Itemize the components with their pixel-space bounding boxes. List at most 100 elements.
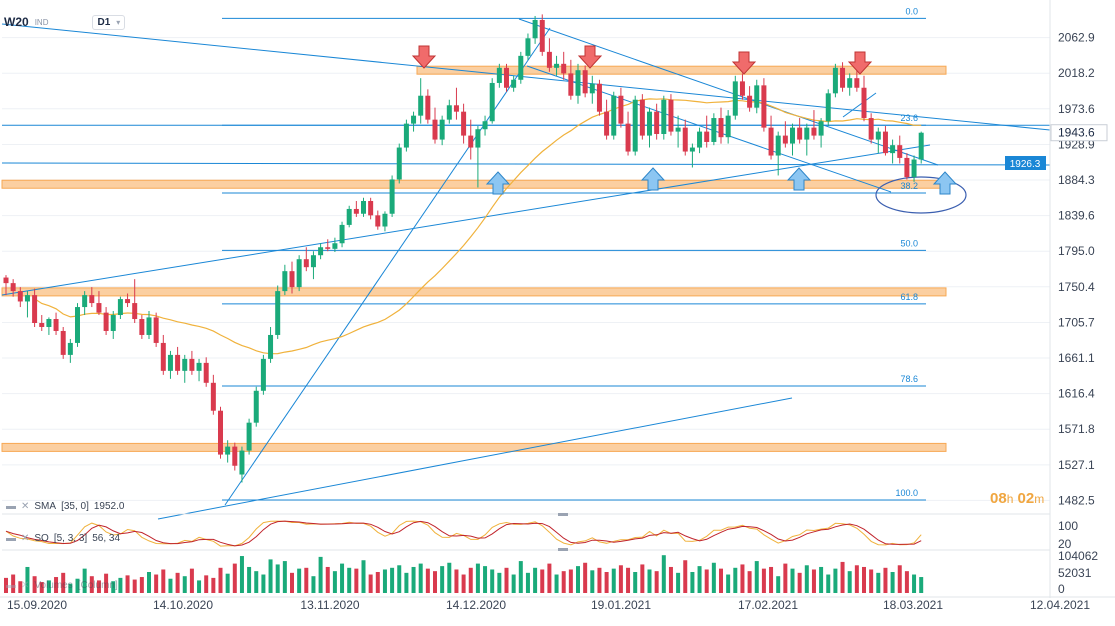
volume-bar — [597, 567, 602, 593]
volume-bar — [18, 581, 23, 593]
volume-bar — [676, 572, 681, 593]
volume-bar — [797, 572, 802, 593]
candle-body — [897, 145, 903, 158]
candle-body — [489, 82, 495, 122]
candle — [446, 99, 452, 124]
candlestick-series — [3, 14, 924, 483]
candle — [489, 78, 495, 124]
sell-arrow-icon — [731, 51, 757, 75]
settings-icon[interactable]: ▬ — [6, 533, 16, 544]
volume-bar — [711, 562, 716, 593]
volume-bar — [232, 563, 237, 593]
volume-bar — [683, 560, 688, 593]
candle-body — [246, 422, 252, 451]
trend-line — [526, 65, 892, 193]
candle-body — [268, 334, 274, 359]
volume-bar — [247, 566, 252, 593]
candle — [561, 51, 567, 80]
candle — [361, 197, 366, 217]
candle-body — [689, 147, 695, 152]
candle-body — [210, 382, 216, 411]
volume-tick-label: 0 — [1058, 582, 1065, 596]
candle-body — [761, 85, 767, 128]
candle — [325, 239, 331, 252]
volume-bar — [118, 577, 123, 593]
indicator-legend-sma[interactable]: ▬ ✕ SMA [35, 0] 1952.0 — [6, 501, 124, 512]
settings-icon[interactable]: ▬ — [6, 580, 16, 591]
price-axis[interactable]: 2062.92018.21973.61928.91884.31839.61795… — [1049, 0, 1095, 598]
so-params: [5, 3, 3] — [53, 533, 88, 544]
trend-lines[interactable] — [1, 18, 1051, 520]
candle-body — [446, 105, 452, 120]
volume-bar — [890, 572, 895, 593]
volume-bar — [161, 569, 166, 593]
volume-bar — [912, 574, 917, 593]
volume-bar — [454, 569, 459, 593]
x-tick-label: 14.10.2020 — [153, 598, 213, 612]
volume-bar — [840, 561, 845, 593]
candle-body — [811, 127, 817, 136]
candle — [425, 89, 431, 124]
volume-bar — [104, 573, 109, 593]
volume-bar — [390, 567, 395, 593]
candle — [110, 311, 116, 339]
candle-body — [797, 127, 803, 140]
candle-body — [697, 131, 703, 148]
candle — [504, 63, 509, 92]
candle — [732, 75, 738, 120]
close-icon[interactable]: ✕ — [21, 501, 30, 512]
candle-body — [353, 208, 359, 214]
candle — [218, 406, 223, 459]
volume-bar — [547, 563, 552, 593]
volume-bar — [862, 566, 866, 593]
candle — [768, 115, 774, 160]
candle-body — [53, 319, 59, 331]
candle — [75, 303, 80, 347]
candle-body — [618, 95, 624, 124]
sma-line — [34, 98, 922, 355]
volume-bar — [354, 568, 359, 593]
candle-body — [625, 123, 631, 152]
symbol-name[interactable]: W20 — [4, 15, 29, 29]
candle — [139, 315, 145, 339]
candle — [511, 75, 517, 92]
candle — [797, 118, 803, 144]
y-tick-label: 1661.1 — [1058, 351, 1095, 365]
candle — [175, 346, 181, 375]
time-axis[interactable]: 15.09.2020 14.10.2020 13.11.2020 14.12.2020… — [0, 596, 1115, 612]
candle-body — [589, 83, 595, 94]
candle — [260, 354, 266, 395]
candle — [210, 374, 216, 415]
candle-body — [418, 95, 424, 116]
pane-resize-handle — [558, 513, 568, 516]
buy-arrow-icon — [485, 171, 511, 195]
candle-body — [875, 131, 881, 140]
volume-tick-label: 104062 — [1058, 549, 1098, 563]
volume-bar — [561, 571, 566, 593]
fib-level-label: 38.2 — [900, 181, 918, 191]
indicator-legend-volume[interactable]: ▬ ✕ Volumes [Column] — [6, 580, 118, 591]
volume-bar — [576, 566, 580, 593]
volume-bar — [332, 571, 337, 593]
candle-body — [868, 118, 874, 140]
candle — [697, 127, 703, 154]
pane-resize-handle — [558, 548, 568, 551]
indicator-legend-so[interactable]: ▬ ✕ SO [5, 3, 3] 56, 34 — [6, 533, 120, 544]
volume-bar — [533, 567, 538, 593]
candle — [818, 118, 824, 148]
countdown-hours: 08 — [990, 490, 1007, 507]
candle-body — [854, 78, 860, 88]
candle — [346, 205, 352, 228]
candle-body — [146, 317, 152, 335]
candle — [318, 243, 324, 260]
fibonacci-retracement[interactable]: 0.0 23.6 38.2 50.0 61.8 78.6 100.0 — [2, 6, 1050, 501]
settings-icon[interactable]: ▬ — [6, 501, 16, 512]
signal-arrows[interactable] — [411, 45, 958, 195]
candle — [160, 334, 166, 375]
candle — [875, 127, 881, 154]
candle — [96, 291, 102, 316]
close-icon[interactable]: ✕ — [21, 533, 30, 544]
close-icon[interactable]: ✕ — [21, 580, 30, 591]
timeframe-select[interactable]: D1 ▾ — [92, 14, 126, 30]
